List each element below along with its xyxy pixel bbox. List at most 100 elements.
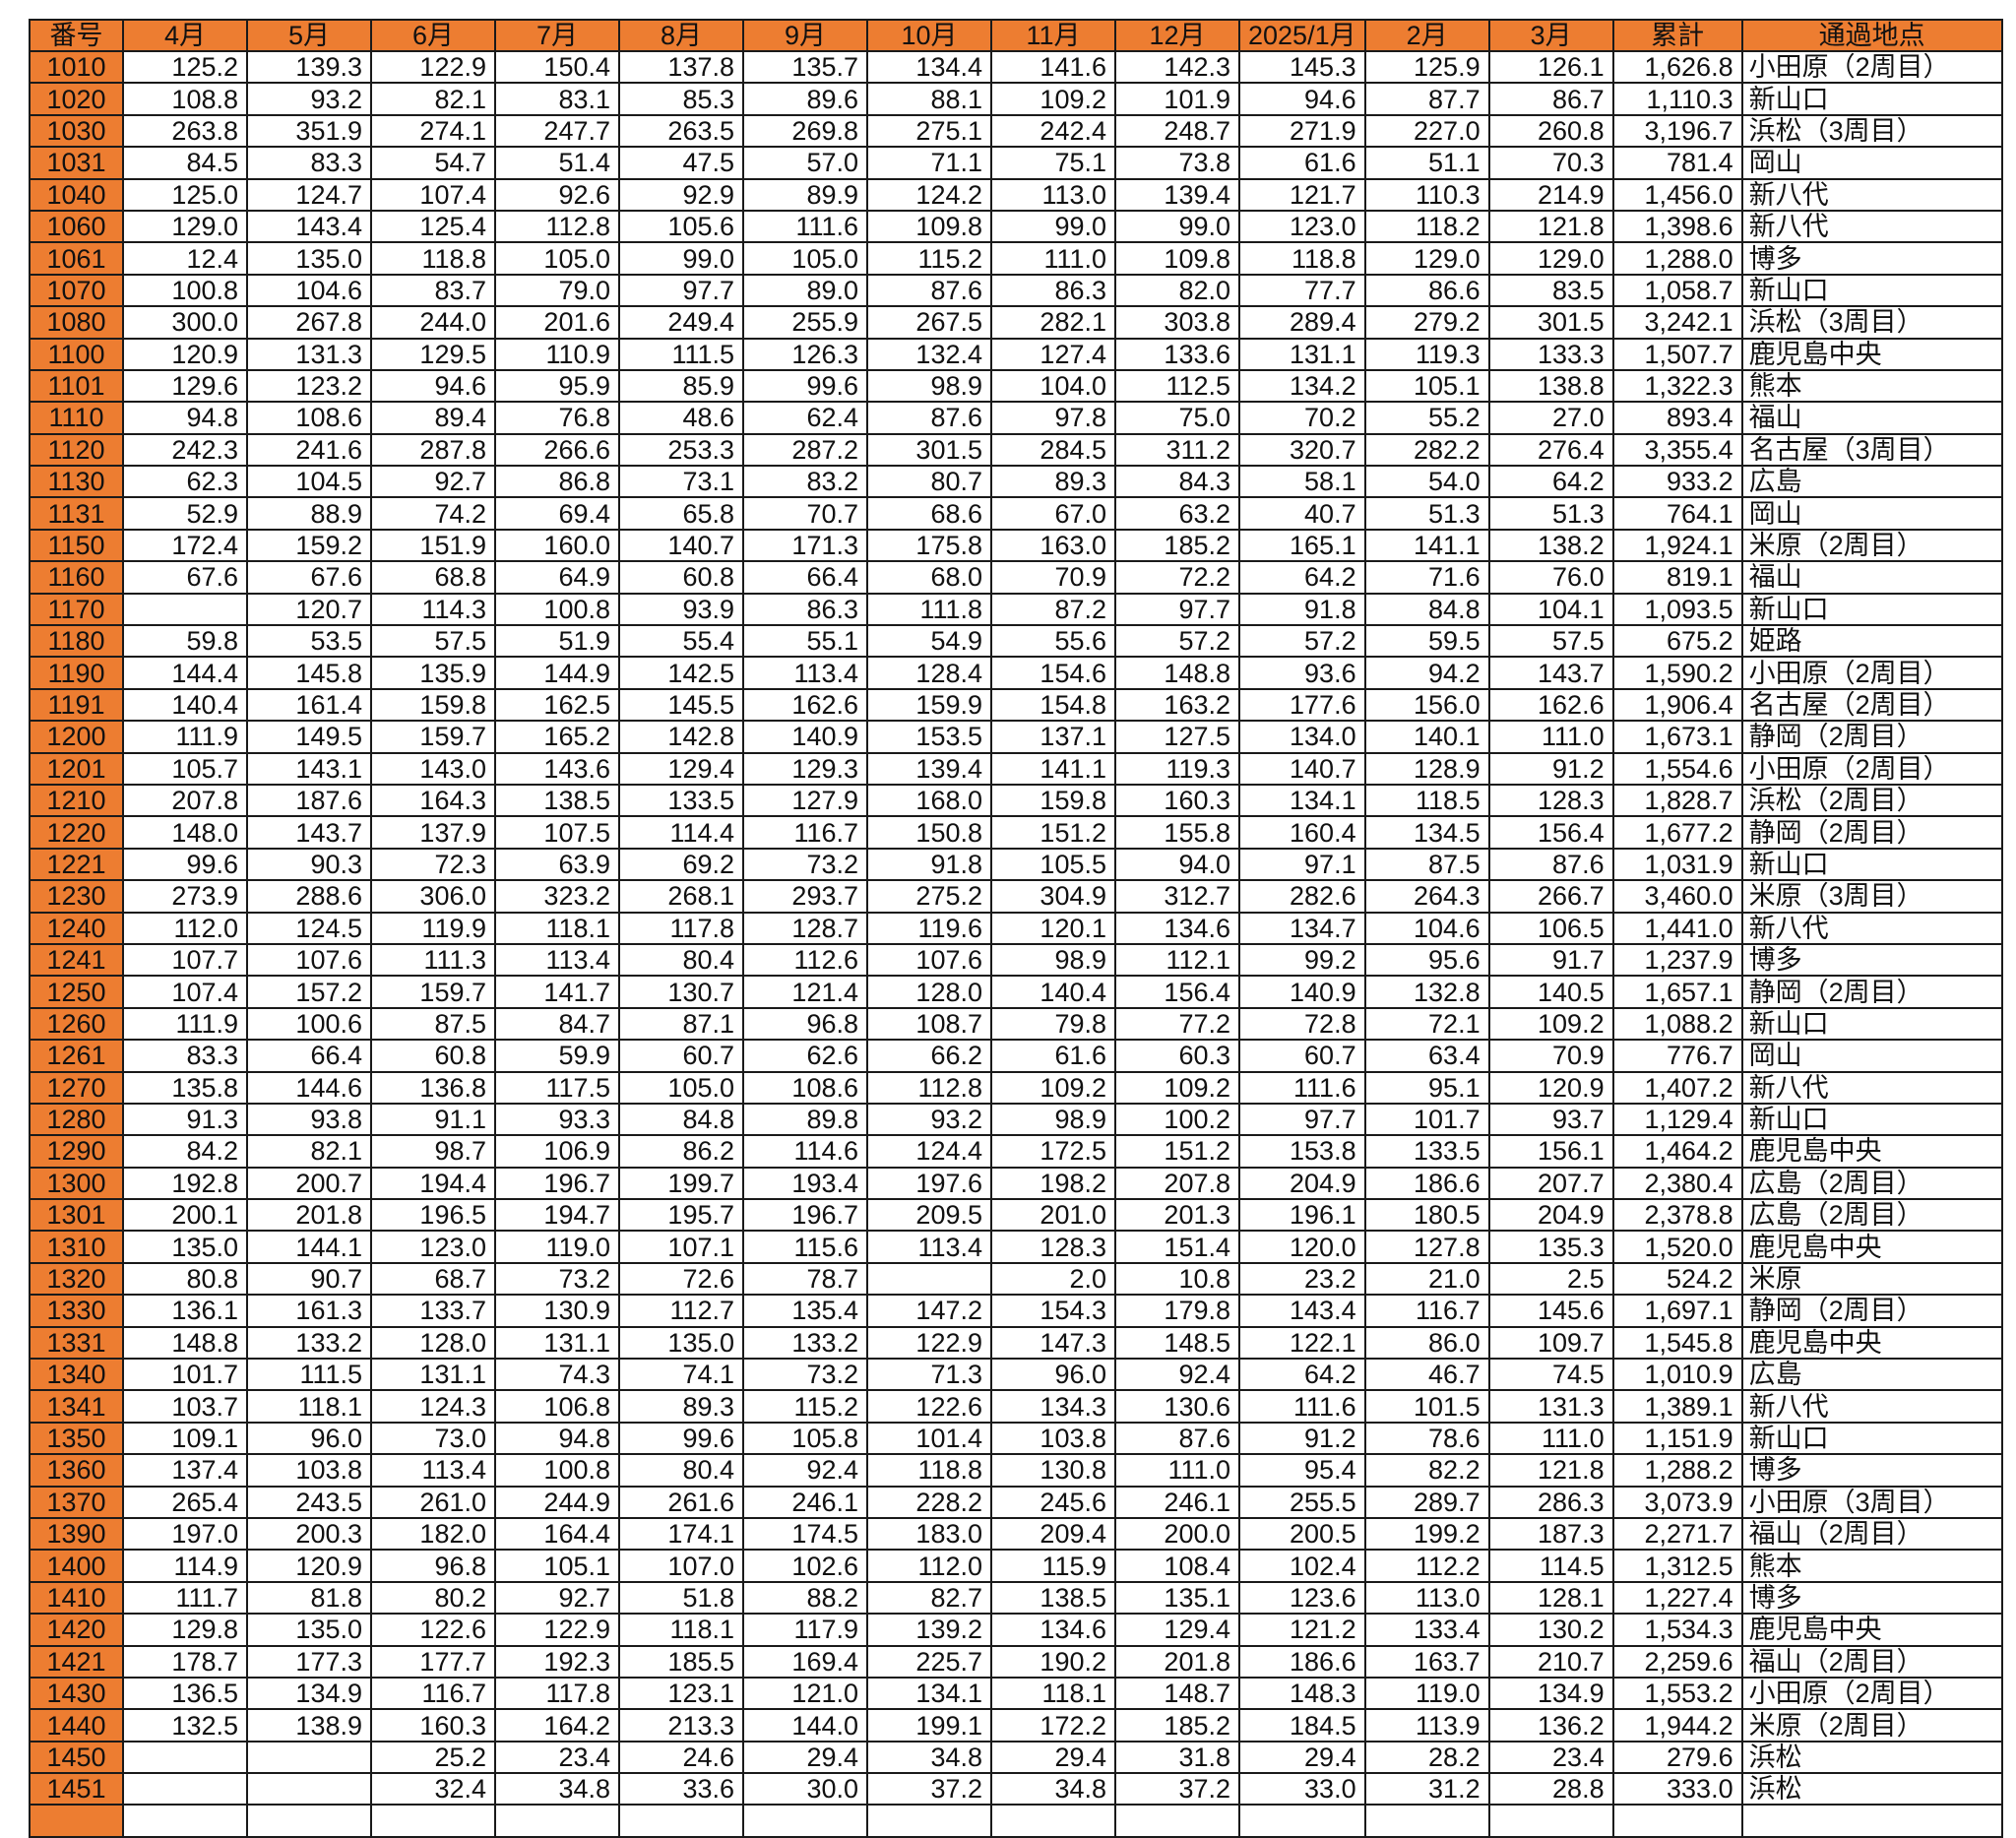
month-value-cell: 58.1 [1238,465,1366,499]
month-value-cell: 159.7 [370,720,496,754]
table-row: 1020 108.8 93.2 82.1 83.1 85.3 89.6 88.1 109.2 10… [29,82,2003,116]
location-cell: 新八代 [1740,1070,2003,1105]
month-value-cell: 138.2 [1487,528,1614,563]
month-value-cell: 94.8 [122,401,248,435]
month-value-cell: 112.0 [866,1549,992,1583]
month-value-cell: 245.6 [990,1485,1116,1519]
month-value-cell: 84.5 [122,146,248,180]
month-value-cell: 153.8 [1238,1134,1366,1169]
month-value-cell: 80.4 [618,1453,744,1488]
month-value-cell: 194.7 [494,1198,620,1233]
total-cell: 2,380.4 [1611,1166,1743,1201]
month-value-cell: 132.5 [122,1708,248,1743]
month-value-cell: 145.8 [246,656,372,690]
month-value-cell: 66.4 [742,560,868,595]
month-value-cell: 87.1 [618,1006,744,1042]
month-value-cell: 87.6 [866,273,992,308]
month-value-cell: 312.7 [1114,879,1240,914]
month-value-cell [122,1772,248,1806]
row-id-cell: 1261 [29,1039,124,1073]
month-value-cell: 199.2 [1363,1516,1490,1552]
month-value-cell: 61.6 [1238,146,1366,180]
month-value-cell: 255.9 [742,305,868,340]
month-value-cell: 95.1 [1363,1070,1490,1105]
location-cell: 広島（2周目） [1740,1198,2003,1233]
month-value-cell: 110.9 [494,337,620,371]
month-value-cell [866,1804,992,1838]
row-id-cell: 1270 [29,1070,124,1105]
month-value-cell: 207.8 [122,783,248,818]
month-value-cell: 242.3 [122,432,248,468]
month-value-cell: 67.0 [990,496,1116,531]
column-header: 8月 [618,19,744,52]
row-id-cell: 1221 [29,847,124,882]
table-row: 1420 129.8 135.0 122.6 122.9 118.1 117.9 139.2 1… [29,1613,2003,1647]
row-id-cell: 1061 [29,241,124,276]
total-cell: 1,464.2 [1611,1134,1743,1169]
location-cell: 岡山 [1740,146,2003,180]
row-id-cell: 1160 [29,560,124,595]
month-value-cell: 105.6 [618,209,744,244]
month-value-cell: 83.2 [742,465,868,499]
month-value-cell: 162.5 [494,687,620,723]
month-value-cell: 135.4 [742,1294,868,1328]
row-id-cell: 1300 [29,1166,124,1201]
month-value-cell: 175.8 [866,528,992,563]
row-id-cell: 1430 [29,1676,124,1711]
month-value-cell: 83.1 [494,82,620,116]
table-row: 1160 67.6 67.6 68.8 64.9 60.8 66.4 68.0 70.9 72.2… [29,560,2003,595]
month-value-cell: 23.4 [1487,1740,1614,1775]
month-value-cell: 118.8 [370,241,496,276]
location-cell: 岡山 [1740,1039,2003,1073]
month-value-cell: 156.4 [1487,815,1614,850]
month-value-cell: 73.2 [742,1358,868,1392]
row-id-cell: 1191 [29,687,124,723]
month-value-cell: 88.1 [866,82,992,116]
month-value-cell: 142.5 [618,656,744,690]
month-value-cell: 84.3 [1114,465,1240,499]
location-cell: 熊本 [1740,1549,2003,1583]
month-value-cell: 160.3 [370,1708,496,1743]
month-value-cell: 145.5 [618,687,744,723]
column-header: 6月 [370,19,496,52]
month-value-cell: 136.1 [122,1294,248,1328]
month-value-cell: 12.4 [122,241,248,276]
location-cell: 浜松（3周目） [1740,305,2003,340]
month-value-cell: 134.0 [1238,720,1366,754]
month-value-cell: 107.1 [618,1230,744,1264]
month-value-cell: 123.0 [1238,209,1366,244]
month-value-cell: 2.5 [1487,1261,1614,1297]
month-value-cell: 132.8 [1363,975,1490,1009]
month-value-cell: 195.7 [618,1198,744,1233]
month-value-cell: 117.5 [494,1070,620,1105]
month-value-cell: 94.0 [1114,847,1240,882]
total-cell: 1,944.2 [1611,1708,1743,1743]
month-value-cell: 97.7 [1114,592,1240,627]
row-id-cell: 1010 [29,49,124,85]
month-value-cell: 177.6 [1238,687,1366,723]
month-value-cell: 73.0 [370,1421,496,1456]
month-value-cell: 147.2 [866,1294,992,1328]
location-cell: 米原（3周目） [1740,879,2003,914]
row-id-cell: 1240 [29,911,124,945]
month-value-cell: 133.4 [1363,1613,1490,1647]
month-value-cell: 33.0 [1238,1772,1366,1806]
column-header: 2月 [1363,19,1490,52]
row-id-cell: 1060 [29,209,124,244]
location-cell: 名古屋（3周目） [1740,432,2003,468]
month-value-cell: 95.6 [1363,942,1490,978]
month-value-cell: 40.7 [1238,496,1366,531]
month-value-cell: 87.5 [1363,847,1490,882]
month-value-cell: 131.1 [370,1358,496,1392]
row-id-cell: 1260 [29,1006,124,1042]
total-cell: 1,657.1 [1611,975,1743,1009]
month-value-cell: 101.9 [1114,82,1240,116]
month-value-cell: 57.5 [370,624,496,659]
month-value-cell: 113.4 [866,1230,992,1264]
month-value-cell: 89.9 [742,177,868,212]
location-cell: 浜松（3周目） [1740,113,2003,149]
month-value-cell: 77.2 [1114,1006,1240,1042]
month-value-cell: 111.0 [990,241,1116,276]
month-value-cell: 111.3 [370,942,496,978]
row-id-cell: 1040 [29,177,124,212]
